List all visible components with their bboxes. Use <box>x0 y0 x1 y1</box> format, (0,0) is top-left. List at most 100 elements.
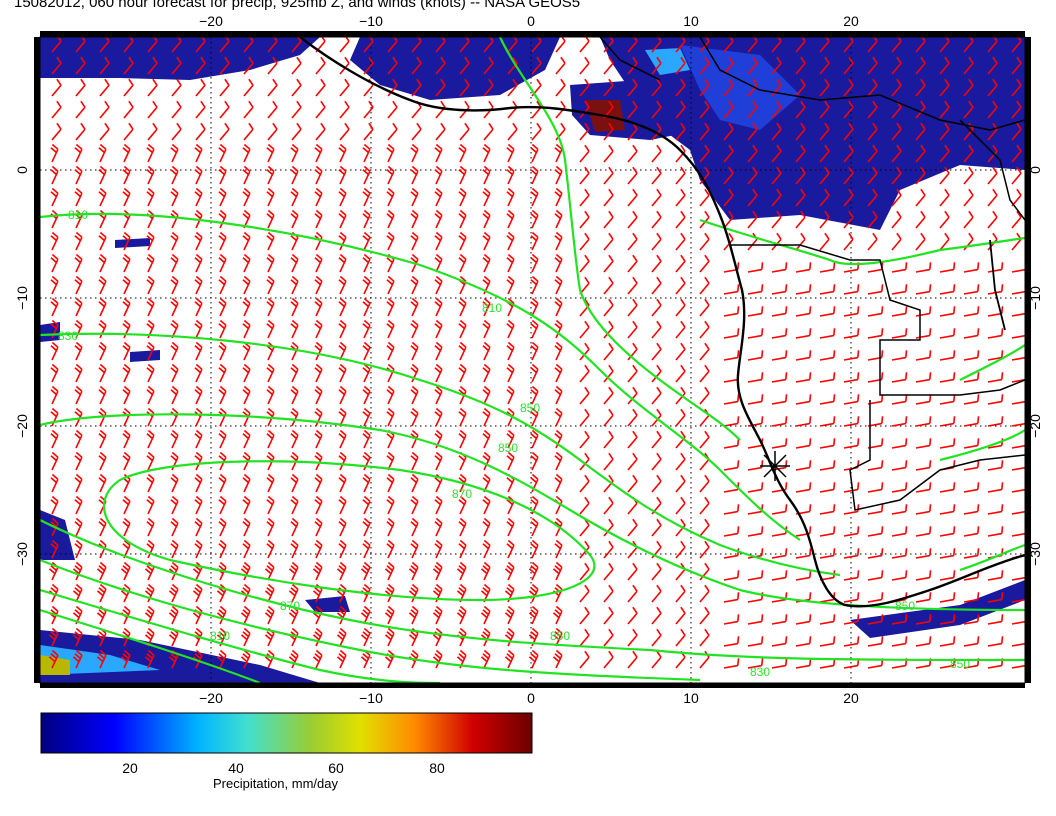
wind-barb <box>266 209 275 229</box>
wind-barb <box>603 540 614 559</box>
wind-barb <box>651 166 662 185</box>
wind-barb <box>1011 78 1022 97</box>
wind-barb <box>75 100 86 119</box>
wind-barb <box>603 650 614 669</box>
wind-barb <box>240 605 251 625</box>
wind-barb <box>867 636 884 647</box>
wind-barb <box>1011 100 1022 119</box>
wind-barb <box>530 231 539 251</box>
wind-barb <box>362 297 371 317</box>
wind-barb <box>74 517 83 537</box>
wind-barb <box>266 451 275 471</box>
contour-label: 850 <box>895 599 915 613</box>
lon-tick-top: 0 <box>527 13 535 29</box>
wind-barb <box>579 232 590 251</box>
wind-barb <box>123 122 134 141</box>
wind-barb <box>723 658 740 669</box>
lat-tick-left: −10 <box>14 286 30 310</box>
wind-barb <box>362 231 371 251</box>
wind-barb <box>290 517 299 537</box>
wind-barb <box>554 341 563 361</box>
wind-barb <box>170 209 179 229</box>
wind-barb <box>699 452 710 471</box>
wind-barb <box>48 627 59 647</box>
wind-barb <box>170 275 179 295</box>
wind-barb <box>819 350 836 361</box>
wind-barb <box>843 78 854 97</box>
wind-barb <box>795 37 806 53</box>
wind-barb <box>554 319 563 339</box>
wind-barb <box>192 605 203 625</box>
wind-barb <box>170 341 179 361</box>
wind-barb <box>867 328 884 339</box>
wind-barb <box>915 592 932 603</box>
wind-barb <box>771 570 788 581</box>
wind-barb <box>312 627 323 647</box>
wind-barb <box>51 56 62 75</box>
wind-barb <box>963 78 974 97</box>
wind-barb <box>288 583 299 603</box>
wind-barb <box>482 231 491 251</box>
wind-barb <box>290 407 299 427</box>
wind-barb <box>675 56 686 75</box>
wind-barb <box>603 364 614 383</box>
wind-barb <box>122 495 131 515</box>
wind-barb <box>362 341 371 361</box>
wind-barb <box>963 526 980 537</box>
wind-barb <box>675 364 686 383</box>
wind-barb <box>771 188 782 207</box>
wind-barb <box>891 122 902 141</box>
wind-barb <box>144 649 155 669</box>
wind-barb <box>218 209 227 229</box>
wind-barb <box>579 650 590 669</box>
wind-barb <box>219 122 230 141</box>
wind-barb <box>915 144 926 163</box>
wind-barb <box>819 614 836 625</box>
wind-barb <box>819 416 836 427</box>
wind-barb <box>771 56 782 75</box>
wind-barb <box>554 539 563 559</box>
wind-barb <box>867 122 878 141</box>
wind-barb <box>314 407 323 427</box>
wind-barb <box>651 628 662 647</box>
wind-barb <box>915 482 932 493</box>
wind-barb <box>218 187 227 207</box>
wind-barb <box>339 37 350 53</box>
wind-barb <box>507 100 518 119</box>
colorbar-label: Precipitation, mm/day <box>213 776 338 791</box>
wind-barb <box>410 385 419 405</box>
wind-barb <box>51 100 62 119</box>
wind-barb <box>506 231 515 251</box>
wind-barb <box>867 78 878 97</box>
wind-barb <box>411 37 422 53</box>
wind-barb <box>675 496 686 515</box>
wind-barb <box>531 122 542 141</box>
wind-barb <box>867 592 884 603</box>
wind-barb <box>987 328 1004 339</box>
wind-barb <box>675 232 686 251</box>
wind-barb <box>771 504 788 515</box>
wind-barb <box>530 187 539 207</box>
wind-barb <box>171 78 182 97</box>
wind-barb <box>819 188 830 207</box>
wind-barb <box>699 298 710 317</box>
wind-barb <box>651 298 662 317</box>
wind-barb <box>627 364 638 383</box>
wind-barb <box>312 561 323 581</box>
wind-barb <box>482 429 491 449</box>
wind-barb <box>1011 394 1025 405</box>
wind-barb <box>843 636 860 647</box>
wind-barb <box>218 451 227 471</box>
wind-barb <box>122 341 131 361</box>
wind-barb <box>675 276 686 295</box>
wind-barb <box>795 100 806 119</box>
wind-barb <box>891 394 908 405</box>
wind-barb <box>603 254 614 273</box>
wind-barb <box>771 284 788 295</box>
wind-barb <box>50 143 59 163</box>
wind-barb <box>146 275 155 295</box>
wind-barb <box>314 473 323 493</box>
wind-barb <box>314 429 323 449</box>
wind-barb <box>987 232 998 251</box>
